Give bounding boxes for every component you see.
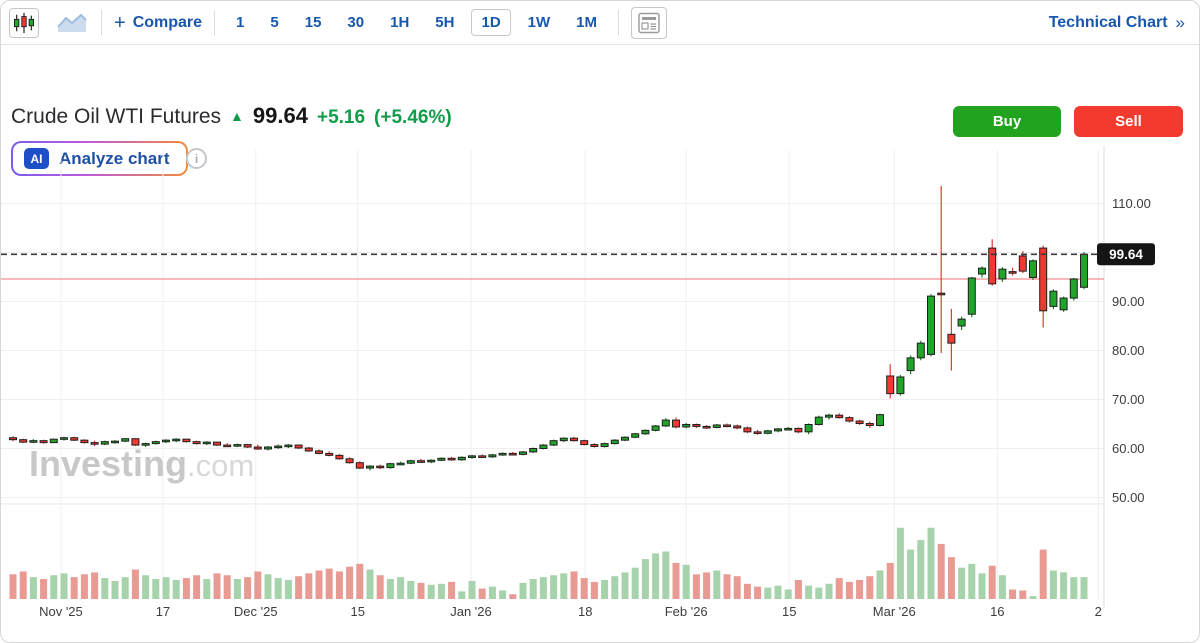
ai-badge-icon: AI [24, 148, 49, 169]
x-axis-label: Feb '26 [665, 604, 708, 619]
area-chart-icon [57, 13, 87, 32]
x-axis-label: 2 [1095, 604, 1102, 619]
analyze-chart-label: Analyze chart [59, 148, 170, 168]
timeframe-5[interactable]: 5 [270, 14, 279, 31]
divider [618, 9, 620, 36]
last-price: 99.64 [252, 103, 308, 128]
y-axis-label: 90.00 [1112, 294, 1145, 309]
x-axis-label: 16 [990, 604, 1004, 619]
timeframe-15[interactable]: 15 [304, 14, 322, 31]
chart-toolbar: + Compare 1 5 15 30 1H 5H 1D 1W 1M [1, 1, 1199, 45]
timeframe-1d-active[interactable]: 1D [471, 9, 511, 36]
technical-chart-label: Technical Chart [1048, 13, 1168, 31]
svg-text:99.64: 99.64 [1109, 247, 1143, 262]
panel-separators [1, 146, 1105, 608]
instrument-title: Crude Oil WTI Futures [11, 105, 222, 128]
timeframe-1m[interactable]: 1M [576, 14, 598, 31]
watermark: Investing.com [29, 443, 254, 484]
price-change: +5.16 [316, 107, 366, 128]
divider [101, 9, 102, 36]
price-change-percent: (+5.46%) [374, 107, 452, 128]
analyze-chart-inner: AI Analyze chart [13, 143, 186, 174]
compare-button[interactable]: + Compare [114, 13, 202, 33]
instrument-header: Crude Oil WTI Futures ▲ 99.64 +5.16 (+5.… [1, 45, 1199, 176]
timeframe-30[interactable]: 30 [347, 14, 365, 31]
y-axis-label: 80.00 [1112, 343, 1145, 358]
sell-button[interactable]: Sell [1074, 106, 1183, 137]
timeframe-group: 1 5 15 30 1H 5H 1D 1W 1M [227, 9, 606, 36]
title-row: Crude Oil WTI Futures ▲ 99.64 +5.16 (+5.… [11, 103, 452, 129]
compare-label: Compare [132, 13, 203, 31]
x-axis-label: Nov '25 [39, 604, 83, 619]
newspaper-icon [638, 12, 660, 33]
double-chevron-icon: » [1175, 12, 1185, 32]
timeframe-5h[interactable]: 5H [435, 14, 455, 31]
up-arrow-icon: ▲ [230, 108, 244, 124]
y-axis-label: 50.00 [1112, 490, 1145, 505]
area-chart-type-button[interactable] [55, 10, 89, 36]
x-axis-label: 17 [156, 604, 170, 619]
plus-icon: + [114, 11, 126, 34]
y-axis-label: 60.00 [1112, 441, 1145, 456]
timeframe-1[interactable]: 1 [236, 14, 245, 31]
last-price-tag: 99.64 [1097, 243, 1155, 266]
gridlines [1, 150, 1104, 599]
candlestick-layer [9, 185, 1088, 471]
x-axis-label: Jan '26 [450, 604, 492, 619]
buy-button[interactable]: Buy [953, 106, 1061, 137]
technical-chart-link[interactable]: Technical Chart » [1049, 13, 1185, 33]
divider [214, 9, 216, 36]
timeframe-1h[interactable]: 1H [390, 14, 410, 31]
timeframe-1w[interactable]: 1W [527, 14, 551, 31]
x-axis-label: 15 [351, 604, 365, 619]
info-icon[interactable]: i [186, 148, 207, 169]
candlestick-icon [14, 12, 34, 33]
x-axis-label: 18 [578, 604, 592, 619]
analyze-chart-button[interactable]: AI Analyze chart [11, 141, 188, 176]
x-axis-label: 15 [782, 604, 796, 619]
news-view-button[interactable] [631, 6, 668, 39]
price-chart[interactable]: Investing.com110.00100.0090.0080.0070.00… [1, 146, 1200, 643]
candlestick-chart-type-button[interactable] [9, 7, 39, 38]
x-axis-label: Dec '25 [234, 604, 278, 619]
x-axis[interactable]: Nov '25 17 Dec '25 15 Jan '26 18 Feb '26 15 Mar … [39, 604, 1102, 619]
y-axis-label: 110.00 [1112, 196, 1151, 211]
investing-watermark: Investing.com [29, 443, 254, 484]
y-axis-label: 70.00 [1112, 392, 1145, 407]
x-axis-label: Mar '26 [873, 604, 916, 619]
volume-layer [9, 527, 1088, 599]
candlestick-chart-svg[interactable]: Investing.com110.00100.0090.0080.0070.00… [1, 146, 1200, 643]
